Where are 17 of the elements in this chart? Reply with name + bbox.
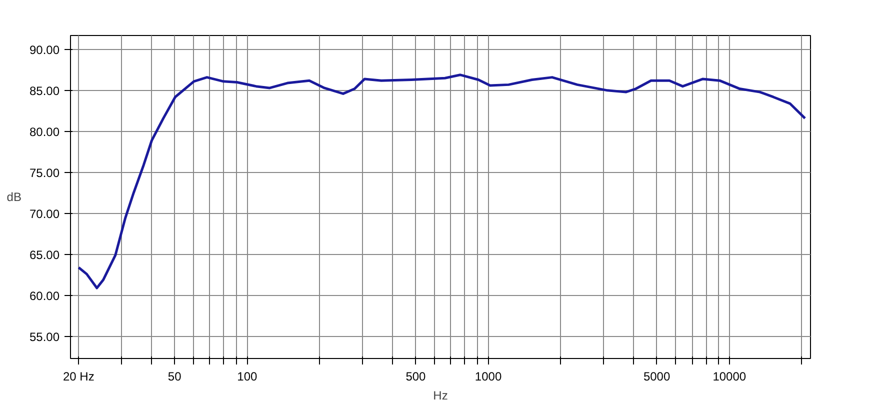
y-tick-label: 75.00 xyxy=(29,166,60,180)
x-tick-label: 10000 xyxy=(712,370,746,384)
x-tick-label: 20 Hz xyxy=(62,370,94,384)
y-tick-label: 90.00 xyxy=(29,42,60,57)
x-tick-label: 50 xyxy=(168,370,182,384)
x-tick-label: 500 xyxy=(406,370,426,384)
y-tick-label: 60.00 xyxy=(29,288,60,303)
x-tick-label: 1000 xyxy=(474,370,502,384)
y-tick-label: 85.00 xyxy=(29,84,60,98)
y-tick-label: 80.00 xyxy=(29,124,60,139)
y-axis-title: dB xyxy=(6,190,22,204)
y-tick-label: 70.00 xyxy=(29,206,60,221)
y-tick-label: 65.00 xyxy=(29,248,60,262)
x-axis-title: Hz xyxy=(433,388,448,402)
y-tick-label: 55.00 xyxy=(29,330,60,344)
x-tick-label: 100 xyxy=(237,370,258,384)
x-tick-label: 5000 xyxy=(643,370,670,384)
